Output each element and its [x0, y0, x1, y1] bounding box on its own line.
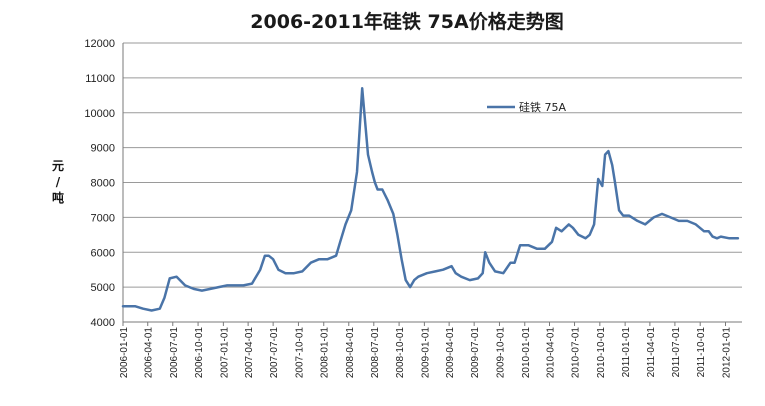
- x-tick-label: 2009-07-01: [470, 327, 481, 379]
- y-tick-label: 8000: [91, 178, 115, 190]
- gridlines: [122, 42, 742, 326]
- y-axis-label: 元 /吨: [52, 159, 64, 205]
- y-tick-label: 5000: [91, 282, 115, 294]
- x-tick-label: 2010-04-01: [546, 327, 557, 379]
- chart-title: 2006-2011年硅铁 75A价格走势图: [250, 10, 563, 33]
- x-tick-label: 2010-01-01: [521, 327, 532, 379]
- x-tick-label: 2007-01-01: [219, 327, 230, 379]
- x-axis-tick-labels: 2006-01-01 2006-04-01 2006-07-01 2006-10-01…: [119, 327, 733, 379]
- x-tick-label: 2006-04-01: [144, 327, 155, 379]
- y-tick-label: 4000: [91, 317, 115, 329]
- y-tick-label: 9000: [91, 143, 115, 155]
- y-tick-label: 12000: [84, 38, 115, 50]
- x-tick-label: 2008-07-01: [370, 327, 381, 379]
- y-axis-tick-labels: 4000 5000 6000 7000 8000 9000 10000 11000 12000: [84, 38, 115, 329]
- x-tick-label: 2009-04-01: [445, 327, 456, 379]
- legend: 硅铁 75A: [487, 101, 566, 114]
- x-tick-label: 2009-01-01: [420, 327, 431, 379]
- y-tick-label: 11000: [85, 73, 115, 85]
- x-tick-label: 2006-01-01: [119, 327, 130, 379]
- x-tick-label: 2006-10-01: [194, 327, 205, 379]
- y-tick-label: 7000: [91, 212, 115, 224]
- y-axis-label-char: 吨: [52, 190, 64, 205]
- x-tick-label: 2008-10-01: [395, 327, 406, 379]
- y-tick-label: 6000: [91, 247, 115, 259]
- legend-entry: 硅铁 75A: [519, 101, 566, 114]
- series-line: [121, 87, 740, 312]
- x-tick-label: 2009-10-01: [495, 327, 506, 379]
- y-axis-label-char: /: [56, 175, 61, 189]
- series-layer: [121, 87, 740, 312]
- x-tick-label: 2012-01-01: [722, 327, 733, 379]
- x-tick-label: 2008-04-01: [345, 327, 356, 379]
- x-tick-label: 2008-01-01: [320, 327, 331, 379]
- x-tick-label: 2011-04-01: [646, 327, 657, 378]
- x-tick-label: 2007-04-01: [244, 327, 255, 379]
- x-tick-label: 2011-07-01: [671, 327, 682, 378]
- x-tick-label: 2006-07-01: [169, 327, 180, 379]
- y-axis-label-char: 元: [52, 159, 64, 173]
- x-tick-label: 2011-01-01: [621, 327, 632, 378]
- y-tick-label: 10000: [84, 108, 115, 120]
- x-tick-label: 2007-10-01: [294, 327, 305, 379]
- x-tick-label: 2010-10-01: [596, 327, 607, 379]
- x-tick-label: 2010-07-01: [571, 327, 582, 379]
- x-tick-label: 2011-10-01: [696, 327, 707, 378]
- x-tick-label: 2007-07-01: [269, 327, 280, 379]
